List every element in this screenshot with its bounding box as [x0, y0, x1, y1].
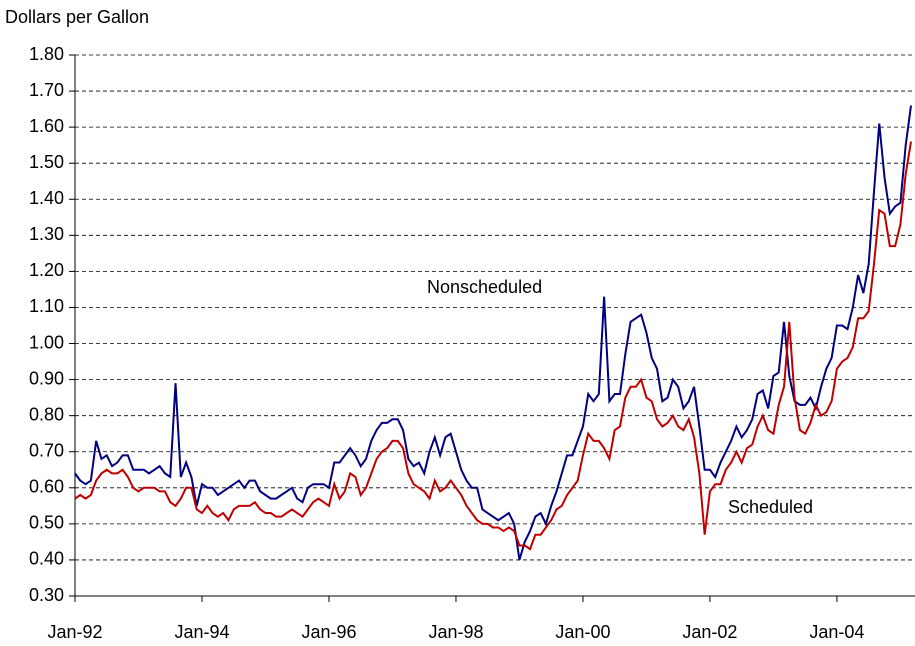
y-tick-label: 0.30 [29, 585, 64, 605]
y-tick-label: 0.40 [29, 549, 64, 569]
x-tick-label: Jan-00 [555, 622, 610, 642]
y-tick-label: 0.80 [29, 404, 64, 424]
y-tick-label: 1.00 [29, 332, 64, 352]
y-tick-label: 0.70 [29, 440, 64, 460]
y-tick-label: 0.50 [29, 513, 64, 533]
y-tick-label: 1.30 [29, 224, 64, 244]
y-tick-label: 1.40 [29, 188, 64, 208]
series-line [74, 105, 912, 561]
y-tick-label: 1.60 [29, 116, 64, 136]
y-tick-label: 1.80 [29, 44, 64, 64]
x-tick-label: Jan-02 [682, 622, 737, 642]
x-tick-label: Jan-92 [47, 622, 102, 642]
y-tick-label: 1.20 [29, 260, 64, 280]
x-tick-label: Jan-96 [301, 622, 356, 642]
y-tick-label: 1.50 [29, 152, 64, 172]
x-tick-label: Jan-04 [809, 622, 864, 642]
y-tick-label: 0.60 [29, 477, 64, 497]
y-tick-label: 0.90 [29, 368, 64, 388]
x-tick-label: Jan-98 [428, 622, 483, 642]
series-line [74, 141, 912, 551]
y-tick-label: 1.70 [29, 80, 64, 100]
y-tick-label: 1.10 [29, 296, 64, 316]
series-label: Scheduled [728, 497, 813, 517]
series-label: Nonscheduled [427, 277, 542, 297]
y-axis-label: Dollars per Gallon [5, 7, 149, 27]
x-tick-label: Jan-94 [174, 622, 229, 642]
